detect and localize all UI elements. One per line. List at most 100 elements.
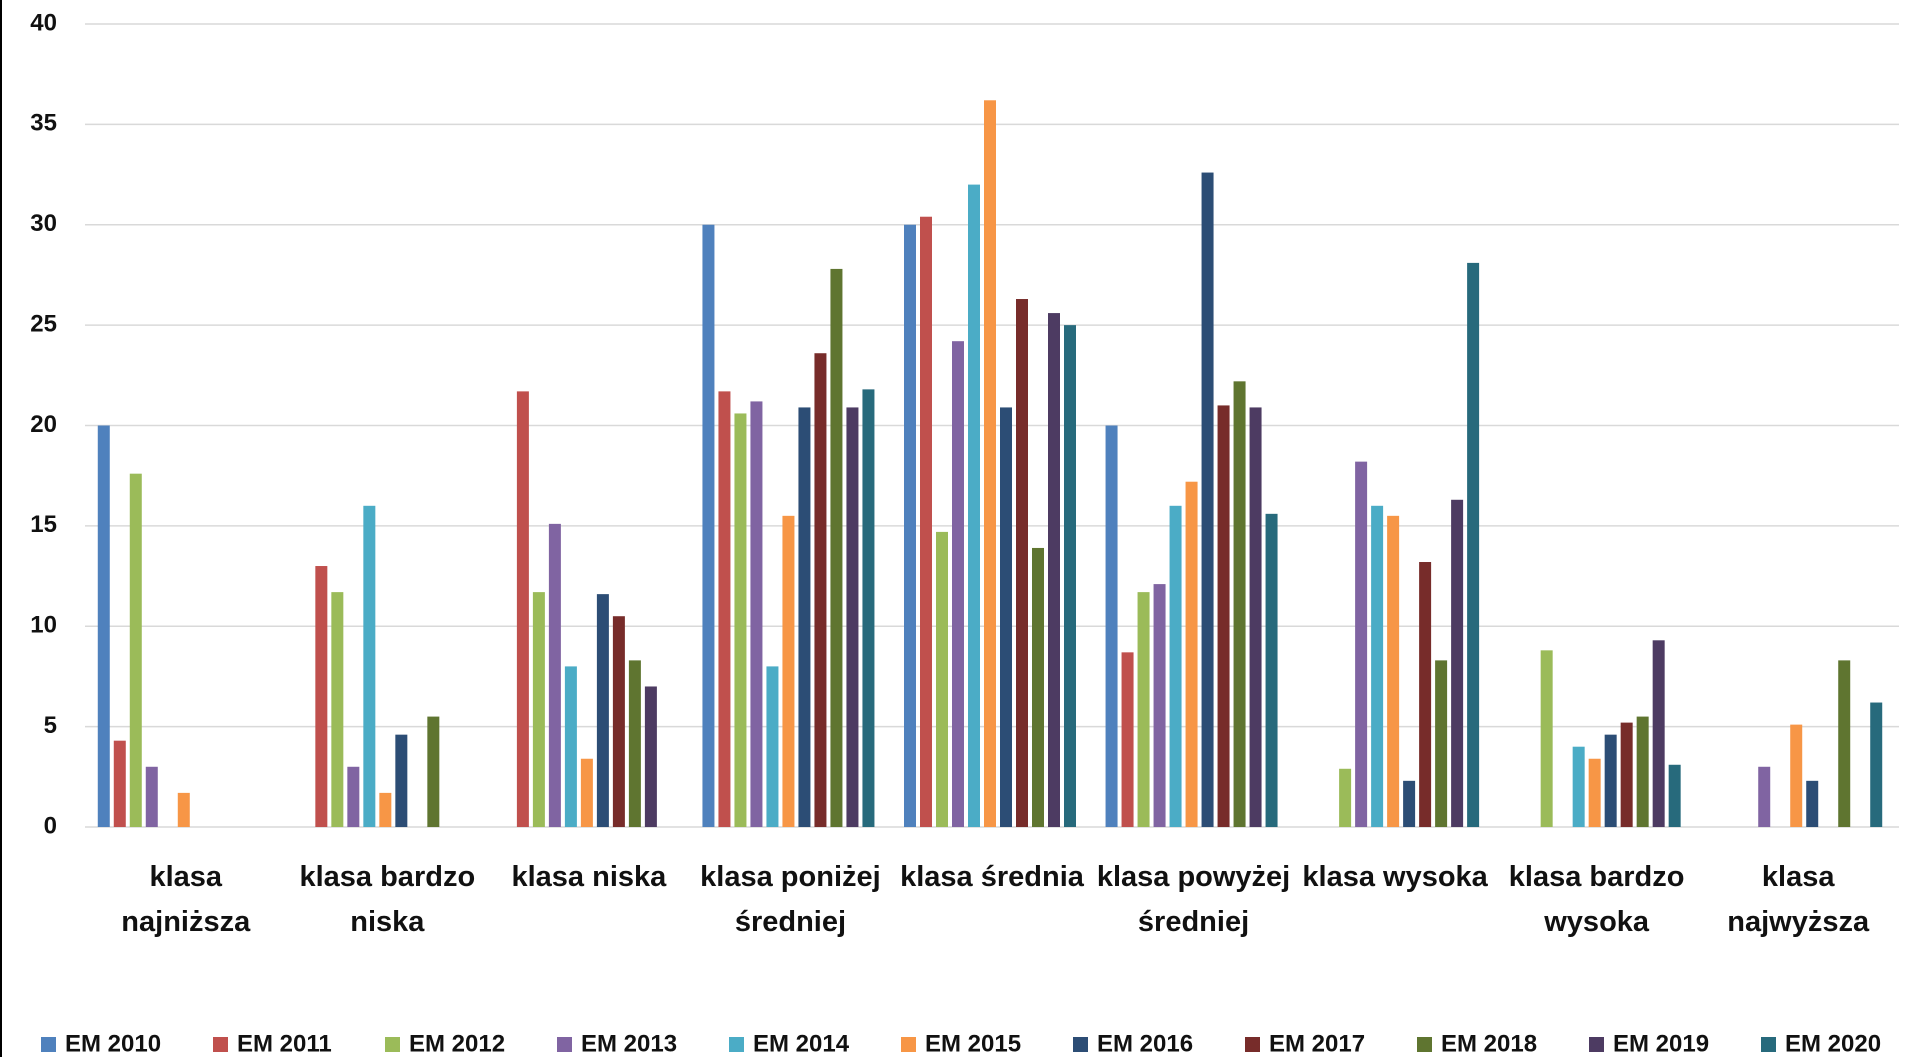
legend-label: EM 2015: [925, 1030, 1021, 1057]
y-tick-label: 35: [30, 110, 57, 137]
bar: [920, 216, 932, 828]
bar: [814, 353, 827, 827]
bar: [1588, 758, 1601, 827]
bar: [379, 792, 392, 827]
legend-label: EM 2014: [753, 1030, 850, 1057]
y-tick-label: 20: [30, 411, 57, 438]
bar: [596, 594, 609, 827]
y-tick-label: 25: [30, 310, 57, 337]
x-tick-label: klasa najniższa: [121, 861, 251, 938]
bar: [1339, 768, 1352, 827]
x-tick-label: klasa najwyższa: [1727, 861, 1870, 938]
bar: [315, 566, 328, 827]
bar: [1153, 584, 1166, 827]
bar: [548, 523, 561, 827]
bar: [1371, 505, 1384, 827]
bar: [331, 592, 344, 827]
y-tick-label: 10: [30, 612, 57, 639]
bar: [766, 666, 779, 827]
bar: [1540, 650, 1553, 827]
bar: [734, 413, 747, 827]
y-tick-label: 40: [30, 9, 57, 36]
bar: [1105, 425, 1118, 827]
y-tick-label: 5: [44, 712, 57, 739]
bar: [952, 341, 964, 827]
bar: [968, 184, 980, 828]
x-tick-label: klasa bardzo wysoka: [1508, 861, 1685, 938]
bar: [1064, 325, 1076, 827]
bar: [782, 515, 795, 827]
bar: [628, 660, 641, 827]
legend-swatch: [1761, 1037, 1776, 1052]
bar: [1620, 722, 1633, 827]
bar: [798, 407, 811, 827]
bar: [1572, 746, 1585, 827]
legend-swatch: [213, 1037, 228, 1052]
bar: [1790, 724, 1803, 827]
bar: [177, 792, 190, 827]
bar: [1169, 505, 1182, 827]
x-tick-label: klasa wysoka: [1302, 861, 1488, 893]
y-tick-label: 30: [30, 210, 57, 237]
legend-swatch: [557, 1037, 572, 1052]
y-tick-label: 0: [44, 812, 57, 839]
x-tick-label: klasa poniżej średniej: [700, 861, 881, 938]
legend-swatch: [901, 1037, 916, 1052]
bar: [862, 389, 875, 827]
legend-label: EM 2013: [581, 1030, 677, 1057]
legend-label: EM 2020: [1785, 1030, 1881, 1057]
bar: [580, 758, 593, 827]
bar: [564, 666, 577, 827]
bar: [129, 473, 142, 827]
bar: [1870, 702, 1883, 827]
bar: [347, 766, 360, 827]
bar: [427, 716, 440, 827]
bar: [1451, 499, 1464, 827]
bar: [936, 531, 948, 827]
legend-label: EM 2011: [237, 1030, 332, 1057]
bar: [1249, 407, 1262, 827]
bar: [1419, 562, 1432, 827]
bar: [644, 686, 657, 827]
x-tick-label: klasa niska: [511, 861, 667, 893]
bar: [702, 224, 715, 827]
bar: [1201, 172, 1214, 827]
bar: [145, 766, 158, 827]
bar: [532, 592, 545, 827]
bar: [1806, 780, 1819, 827]
bar: [1604, 734, 1617, 827]
bar: [1233, 381, 1246, 827]
bar: [1016, 299, 1028, 828]
y-tick-label: 15: [30, 511, 57, 538]
bar: [846, 407, 859, 827]
bar: [1435, 660, 1448, 827]
bar: [1217, 405, 1230, 827]
bar: [1265, 513, 1278, 827]
bar: [904, 224, 916, 827]
bar: [516, 391, 529, 827]
legend-label: EM 2019: [1613, 1030, 1709, 1057]
legend-swatch: [1589, 1037, 1604, 1052]
legend-swatch: [385, 1037, 400, 1052]
bar: [1403, 780, 1416, 827]
legend-swatch: [41, 1037, 56, 1052]
bar: [1048, 313, 1060, 828]
bar: [984, 100, 996, 827]
bar: [1652, 640, 1665, 827]
bar: [750, 401, 763, 827]
legend-swatch: [1245, 1037, 1260, 1052]
bar: [113, 740, 126, 827]
bar: [363, 505, 376, 827]
bar: [1636, 716, 1649, 827]
x-tick-label: klasa średnia: [900, 861, 1084, 893]
bar: [1838, 660, 1851, 827]
bar: [830, 268, 843, 827]
x-tick-label: klasa powyżej średniej: [1096, 861, 1291, 938]
legend-swatch: [729, 1037, 744, 1052]
bar: [97, 425, 110, 827]
bar: [1032, 547, 1044, 827]
bar: [395, 734, 408, 827]
legend-label: EM 2010: [65, 1030, 161, 1057]
legend-label: EM 2016: [1097, 1030, 1193, 1057]
